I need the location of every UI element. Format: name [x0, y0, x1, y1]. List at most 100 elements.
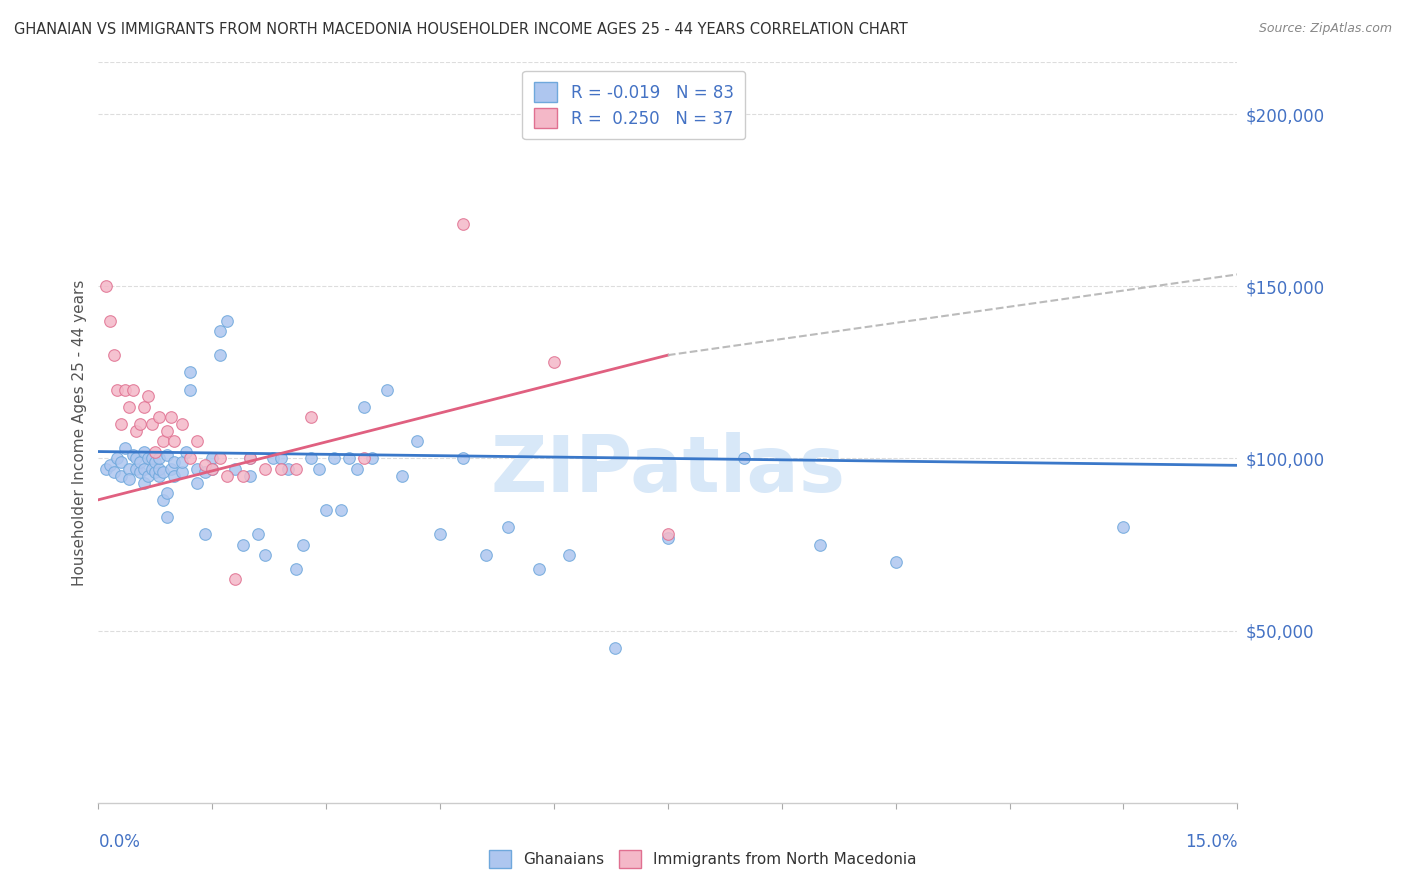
Point — [498, 520, 520, 534]
Point — [194, 458, 217, 473]
Point — [148, 451, 170, 466]
Point — [136, 451, 159, 466]
Point — [141, 451, 163, 466]
Point — [132, 444, 155, 458]
Point — [353, 451, 375, 466]
Point — [121, 383, 143, 397]
Point — [179, 365, 201, 379]
Point — [118, 462, 141, 476]
Point — [246, 527, 269, 541]
Point — [152, 434, 174, 449]
Point — [186, 462, 208, 476]
Point — [429, 527, 451, 541]
Point — [527, 561, 550, 575]
Point — [186, 434, 208, 449]
Point — [194, 527, 217, 541]
Point — [299, 451, 322, 466]
Point — [125, 424, 148, 438]
Text: 15.0%: 15.0% — [1185, 833, 1237, 851]
Text: ZIPatlas: ZIPatlas — [491, 432, 845, 508]
Point — [474, 548, 496, 562]
Point — [201, 462, 224, 476]
Point — [125, 451, 148, 466]
Point — [603, 640, 626, 655]
Point — [346, 462, 368, 476]
Point — [159, 462, 181, 476]
Point — [543, 355, 565, 369]
Point — [232, 537, 254, 551]
Text: 0.0%: 0.0% — [98, 833, 141, 851]
Point — [148, 468, 170, 483]
Point — [217, 314, 239, 328]
Point — [156, 510, 179, 524]
Point — [201, 462, 224, 476]
Point — [292, 537, 315, 551]
Point — [232, 468, 254, 483]
Point — [208, 348, 231, 362]
Point — [884, 555, 907, 569]
Point — [141, 417, 163, 431]
Point — [224, 462, 246, 476]
Point — [103, 465, 125, 479]
Point — [145, 465, 167, 479]
Point — [179, 451, 201, 466]
Point — [308, 462, 330, 476]
Point — [156, 448, 179, 462]
Point — [118, 472, 141, 486]
Point — [330, 503, 353, 517]
Point — [733, 451, 755, 466]
Point — [254, 548, 277, 562]
Point — [1112, 520, 1135, 534]
Point — [391, 468, 413, 483]
Point — [299, 410, 322, 425]
Point — [163, 455, 186, 469]
Point — [136, 389, 159, 403]
Point — [94, 279, 117, 293]
Point — [170, 465, 193, 479]
Point — [129, 417, 152, 431]
Point — [110, 468, 132, 483]
Point — [315, 503, 337, 517]
Point — [152, 492, 174, 507]
Point — [808, 537, 831, 551]
Point — [132, 462, 155, 476]
Point — [277, 462, 299, 476]
Text: GHANAIAN VS IMMIGRANTS FROM NORTH MACEDONIA HOUSEHOLDER INCOME AGES 25 - 44 YEAR: GHANAIAN VS IMMIGRANTS FROM NORTH MACEDO… — [14, 22, 908, 37]
Point — [156, 424, 179, 438]
Point — [107, 451, 129, 466]
Point — [163, 468, 186, 483]
Point — [239, 451, 262, 466]
Point — [145, 455, 167, 469]
Point — [152, 465, 174, 479]
Point — [121, 448, 143, 462]
Point — [163, 434, 186, 449]
Point — [375, 383, 398, 397]
Point — [159, 410, 181, 425]
Point — [132, 475, 155, 490]
Point — [114, 383, 136, 397]
Point — [132, 400, 155, 414]
Point — [114, 441, 136, 455]
Point — [170, 455, 193, 469]
Point — [103, 348, 125, 362]
Point — [239, 468, 262, 483]
Point — [141, 462, 163, 476]
Legend: Ghanaians, Immigrants from North Macedonia: Ghanaians, Immigrants from North Macedon… — [482, 843, 924, 875]
Point — [284, 561, 307, 575]
Point — [657, 527, 679, 541]
Point — [254, 462, 277, 476]
Point — [270, 462, 292, 476]
Text: Source: ZipAtlas.com: Source: ZipAtlas.com — [1258, 22, 1392, 36]
Point — [224, 572, 246, 586]
Legend: R = -0.019   N = 83, R =  0.250   N = 37: R = -0.019 N = 83, R = 0.250 N = 37 — [522, 70, 745, 139]
Point — [148, 462, 170, 476]
Point — [217, 468, 239, 483]
Y-axis label: Householder Income Ages 25 - 44 years: Householder Income Ages 25 - 44 years — [72, 279, 87, 586]
Point — [360, 451, 382, 466]
Point — [118, 400, 141, 414]
Point — [262, 451, 284, 466]
Point — [110, 455, 132, 469]
Point — [148, 410, 170, 425]
Point — [208, 324, 231, 338]
Point — [208, 451, 231, 466]
